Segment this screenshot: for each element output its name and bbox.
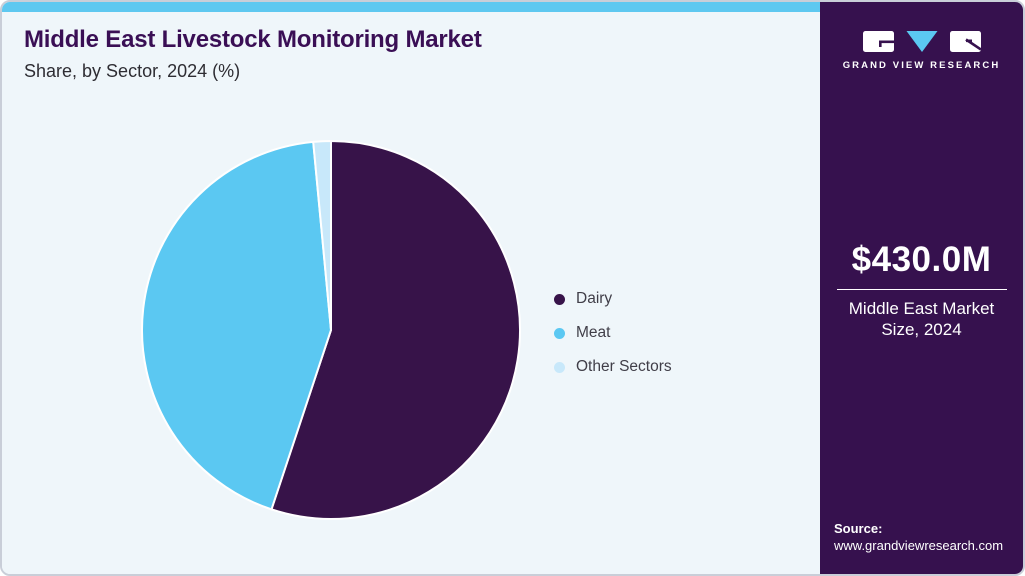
v-triangle-icon	[906, 31, 937, 52]
gvr-logo-icon	[862, 31, 981, 52]
legend-label: Other Sectors	[576, 358, 672, 375]
stat-caption-line1: Middle East Market	[848, 299, 995, 318]
legend-swatch-dairy-icon	[554, 293, 565, 305]
legend-swatch-other-sectors-icon	[554, 361, 565, 373]
chart-panel: Middle East Livestock Monitoring Market …	[2, 2, 820, 574]
legend-item-meat: Meat	[554, 324, 672, 342]
source-url: www.grandviewresearch.com	[834, 538, 1004, 553]
pie-chart-container	[140, 139, 522, 521]
legend-label: Dairy	[576, 290, 613, 307]
page-title: Middle East Livestock Monitoring Market	[24, 26, 482, 53]
source-block: Source: www.grandviewresearch.com	[834, 521, 1003, 553]
stat-divider	[836, 289, 1007, 290]
brand-logo: GRAND VIEW RESEARCH	[820, 30, 1023, 71]
legend-swatch-meat-icon	[554, 327, 565, 339]
market-size-stat: $430.0M Middle East Market Size, 2024	[820, 240, 1023, 340]
pie-chart	[141, 140, 521, 520]
legend-label: Meat	[576, 324, 611, 341]
g-block-icon	[862, 31, 894, 52]
stat-caption-line2: Size, 2024	[881, 320, 962, 339]
source-label: Source:	[834, 521, 883, 536]
header: Middle East Livestock Monitoring Market …	[24, 26, 482, 82]
legend-item-dairy: Dairy	[554, 290, 672, 308]
page-subtitle: Share, by Sector, 2024 (%)	[24, 61, 241, 81]
sidebar: GRAND VIEW RESEARCH $430.0M Middle East …	[820, 2, 1023, 574]
top-accent-strip	[2, 2, 820, 12]
pie-slice-dairy	[270, 140, 521, 520]
chart-legend: Dairy Meat Other Sectors	[554, 290, 672, 376]
legend-item-other-sectors: Other Sectors	[554, 358, 672, 376]
brand-name: GRAND VIEW RESEARCH	[842, 60, 1001, 71]
pie-slice-meat	[141, 140, 332, 511]
pie-slice-other-sectors	[312, 140, 332, 331]
r-block-icon	[949, 31, 981, 52]
stat-value: $430.0M	[851, 240, 992, 279]
